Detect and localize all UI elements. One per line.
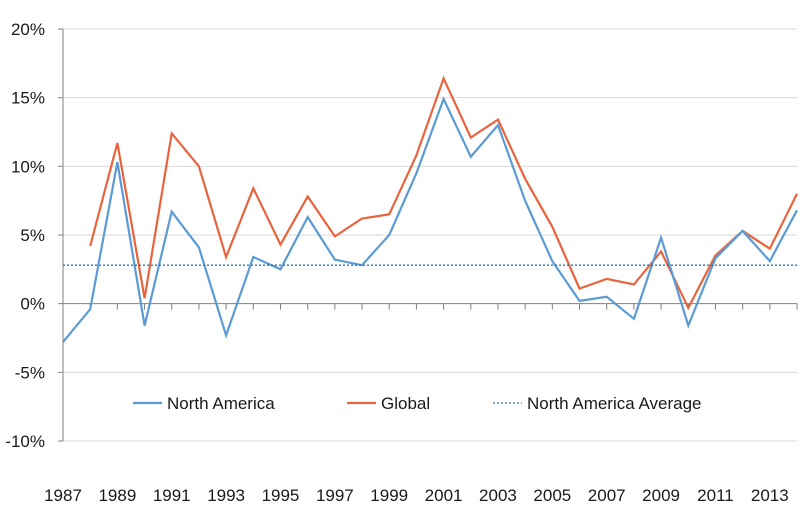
x-tick-label: 2001 — [425, 486, 463, 505]
y-tick-label: -5% — [15, 363, 45, 382]
x-tick-label: 2007 — [588, 486, 626, 505]
x-tick-label: 1993 — [207, 486, 245, 505]
x-tick-label: 1989 — [98, 486, 136, 505]
x-tick-label: 2003 — [479, 486, 517, 505]
x-tick-label: 2005 — [533, 486, 571, 505]
series-lines — [62, 75, 798, 343]
y-tick-label: 5% — [20, 226, 45, 245]
legend-label: North America — [167, 394, 275, 413]
gridlines — [63, 28, 797, 442]
series-line-global — [89, 75, 798, 311]
x-tick-label: 2013 — [751, 486, 789, 505]
y-tick-label: 20% — [11, 20, 45, 39]
legend-label: Global — [381, 394, 430, 413]
x-tick-label: 1999 — [370, 486, 408, 505]
x-tick-label: 1987 — [44, 486, 82, 505]
x-tick-label: 1997 — [316, 486, 354, 505]
x-tick-label: 2011 — [697, 486, 734, 505]
legend-label: North America Average — [527, 394, 702, 413]
y-tick-label: 0% — [20, 295, 45, 314]
axes — [58, 28, 798, 442]
x-tick-label: 1991 — [153, 486, 191, 505]
y-tick-label: -10% — [5, 432, 45, 451]
y-tick-label: 10% — [11, 157, 45, 176]
series-line-north-america — [62, 96, 798, 343]
legend: North America Global North America Average — [133, 394, 702, 413]
y-tick-labels: 20% 15% 10% 5% 0% -5% -10% — [5, 20, 45, 451]
x-tick-labels: 1987 1989 1991 1993 1995 1997 1999 2001 2003 2005… — [44, 486, 789, 505]
x-tick-label: 1995 — [262, 486, 300, 505]
y-tick-label: 15% — [11, 89, 45, 108]
x-tick-label: 2009 — [642, 486, 680, 505]
